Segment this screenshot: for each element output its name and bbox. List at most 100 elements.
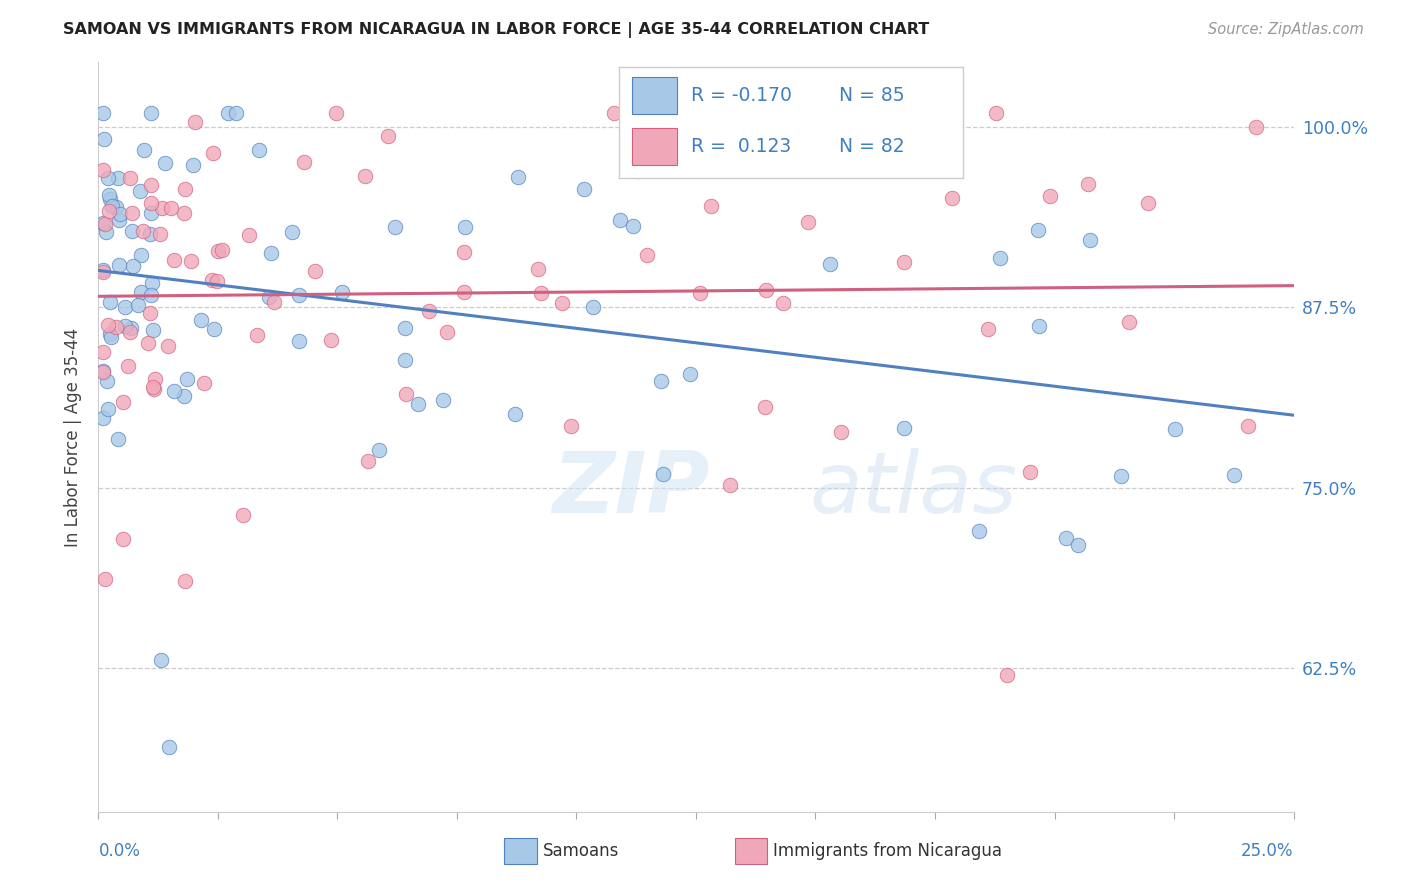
Point (357, 454, 380, 468)
Point (91, 365, 114, 379)
Point (257, 290, 280, 304)
Point (207, 274, 229, 288)
Point (1078, 234, 1101, 248)
Point (143, 382, 166, 396)
Point (453, 285, 475, 299)
Point (142, 323, 165, 337)
Point (180, 254, 202, 268)
Point (288, 288, 311, 302)
Point (153, 155, 176, 169)
Point (132, 143, 155, 157)
Point (238, 227, 260, 242)
Point (319, 333, 342, 347)
Point (1039, 189, 1062, 203)
Point (225, 106, 247, 120)
Point (139, 178, 162, 192)
Point (977, 322, 1000, 336)
Point (149, 227, 172, 241)
Point (174, 182, 197, 196)
Point (830, 425, 852, 439)
Point (395, 387, 418, 401)
Point (100, 330, 122, 344)
Point (184, 115, 207, 129)
Point (581, 300, 603, 314)
Point (117, 359, 139, 373)
Point (377, 129, 399, 144)
Point (1223, 468, 1246, 483)
Point (141, 196, 163, 211)
Point (650, 375, 672, 389)
Point (107, 433, 129, 447)
Point (627, 163, 650, 178)
Point (603, 106, 626, 120)
Point (527, 262, 550, 277)
Point (609, 212, 631, 227)
Point (1028, 319, 1050, 334)
Text: atlas: atlas (810, 448, 1018, 531)
Point (1111, 469, 1133, 483)
Point (174, 574, 197, 589)
Point (97, 402, 120, 417)
Point (98, 326, 121, 341)
Point (217, 106, 239, 120)
Point (129, 247, 152, 261)
Point (98, 204, 121, 219)
Point (281, 225, 304, 239)
Point (1067, 538, 1090, 552)
Point (132, 224, 155, 238)
Point (718, 478, 741, 492)
Text: R = -0.170: R = -0.170 (690, 86, 792, 105)
Point (122, 260, 145, 274)
Point (636, 248, 658, 262)
Point (984, 106, 1007, 120)
Point (98, 295, 121, 310)
Point (995, 668, 1018, 682)
Point (893, 255, 915, 269)
Point (128, 184, 150, 198)
Point (91, 411, 114, 425)
Point (1054, 531, 1077, 545)
Point (367, 443, 389, 458)
Point (621, 219, 644, 233)
Text: R =  0.123: R = 0.123 (690, 137, 792, 156)
Point (260, 246, 283, 260)
Point (112, 532, 135, 546)
Point (835, 106, 858, 120)
Point (505, 407, 527, 421)
Point (755, 283, 778, 297)
Point (1026, 223, 1049, 237)
Point (149, 653, 172, 667)
Point (263, 294, 285, 309)
Point (211, 243, 233, 257)
Point (1118, 315, 1140, 329)
Point (454, 219, 477, 234)
Text: Source: ZipAtlas.com: Source: ZipAtlas.com (1208, 22, 1364, 37)
Point (97, 170, 120, 185)
Bar (633, 77, 678, 114)
Point (108, 213, 131, 227)
Point (550, 296, 572, 310)
Point (202, 322, 225, 336)
Point (453, 245, 475, 260)
Point (1077, 177, 1099, 191)
Point (1237, 418, 1260, 433)
Bar (735, 838, 768, 864)
Point (173, 389, 195, 403)
Point (139, 106, 162, 120)
Point (506, 169, 529, 184)
Point (142, 380, 165, 394)
Point (91, 216, 114, 230)
Point (97, 318, 120, 332)
Text: ZIP: ZIP (553, 448, 710, 531)
Point (1244, 120, 1267, 135)
Text: 25.0%: 25.0% (1241, 842, 1294, 860)
Point (91, 163, 114, 178)
Point (107, 170, 129, 185)
Point (820, 257, 842, 271)
Point (104, 320, 127, 334)
Point (94, 217, 117, 231)
Point (247, 143, 270, 157)
Point (143, 372, 166, 386)
Point (139, 305, 162, 319)
Point (139, 205, 162, 219)
